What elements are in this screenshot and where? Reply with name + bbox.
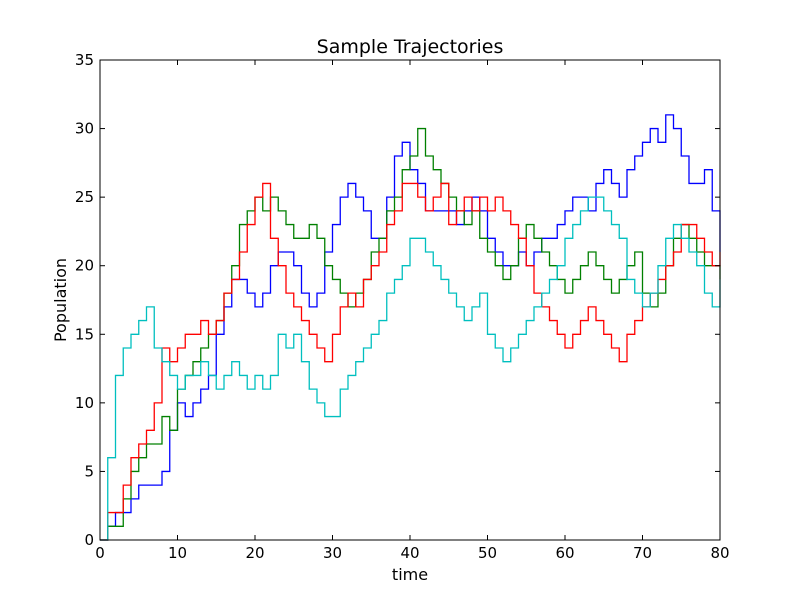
y-axis-label: Population [51,258,70,342]
x-tick-label: 70 [633,544,652,562]
x-tick-label: 30 [323,544,342,562]
x-tick-label: 40 [400,544,419,562]
y-tick-label: 5 [84,462,94,480]
plot-frame [99,59,721,541]
x-tick-label: 20 [245,544,264,562]
y-tick-label: 15 [75,325,94,343]
y-tick-label: 20 [75,257,94,275]
series-line-1 [100,114,721,541]
x-tick-label: 50 [478,544,497,562]
series-line-3 [100,182,721,541]
chart-title: Sample Trajectories [317,36,504,58]
y-tick-label: 35 [75,51,94,69]
y-tick-label: 0 [84,531,94,549]
x-axis-label: time [392,565,428,584]
x-tick-label: 10 [168,544,187,562]
y-tick-label: 30 [75,120,94,138]
x-tick-label: 60 [555,544,574,562]
y-tick-label: 25 [75,188,94,206]
series-line-4 [100,196,721,541]
y-tick-label: 10 [75,394,94,412]
x-tick-label: 80 [710,544,729,562]
tick-labels-layer: 0 10 20 30 40 50 60 70 80 0 5 10 15 20 25 30 35 [75,51,730,562]
series-layer [100,114,721,541]
x-tick-label: 0 [95,544,105,562]
ticks-layer [99,59,721,541]
